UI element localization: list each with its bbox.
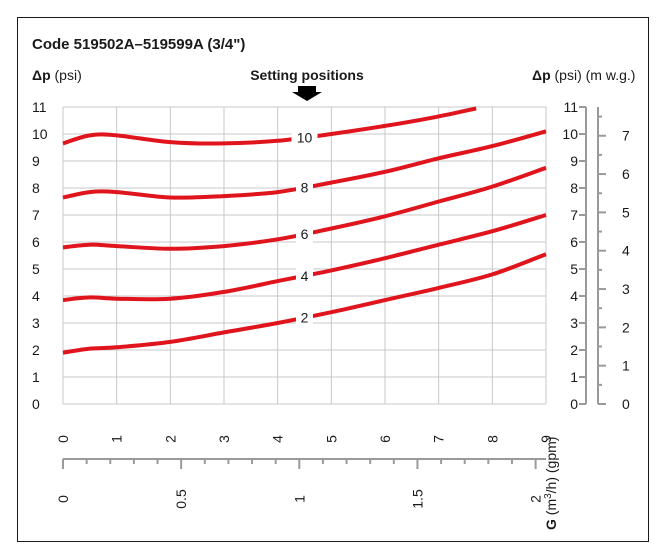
curve-label-bg (296, 223, 313, 244)
y-tick-label-psi-left: 10 (32, 126, 48, 142)
y-tick-label-psi-right: 2 (570, 342, 578, 358)
y-tick-label-mwg: 0 (622, 396, 630, 412)
x-tick-label-gpm: 3 (216, 435, 232, 443)
setting-positions-label: Setting positions (250, 67, 364, 83)
y-tick-label-psi-right: 1 (570, 369, 578, 385)
plot-background (63, 107, 546, 404)
y-tick-label-mwg: 1 (622, 358, 630, 374)
y-tick-label-mwg: 7 (622, 128, 630, 144)
curve-label-6: 6 (301, 226, 309, 242)
plot-area (63, 107, 546, 404)
y-tick-label-psi-left: 6 (32, 234, 40, 250)
curve-label-bg (296, 307, 313, 328)
y-tick-label-psi-right: 5 (570, 261, 578, 277)
x-tick-label-gpm: 9 (538, 435, 554, 443)
y-tick-label-mwg: 4 (622, 243, 630, 259)
curve-label-2: 2 (301, 310, 309, 326)
y-tick-label-psi-right: 10 (562, 126, 578, 142)
y-tick-label-psi-left: 7 (32, 207, 40, 223)
curve-label-bg (296, 265, 313, 286)
curves (62, 106, 547, 355)
curve-label-bg (296, 177, 313, 198)
x-tick-label-m3h: 1.5 (409, 489, 425, 509)
curve-setting-8 (62, 129, 547, 200)
x-tick-label-m3h: 0 (55, 495, 71, 503)
x-tick-label-m3h: 2 (528, 495, 544, 503)
setting-positions-arrow-icon (292, 86, 322, 101)
x-tick-label-gpm: 1 (109, 435, 125, 443)
y-tick-label-psi-right: 7 (570, 207, 578, 223)
left-axis-title: Δp (psi) (32, 67, 82, 83)
x-tick-label-m3h: 0.5 (173, 489, 189, 509)
x-tick-label-gpm: 4 (270, 435, 286, 443)
y-tick-label-psi-left: 8 (32, 180, 40, 196)
x-tick-label-gpm: 6 (377, 435, 393, 443)
y-tick-label-psi-left: 11 (32, 99, 47, 115)
x-tick-label-m3h: 1 (291, 495, 307, 503)
x-axis-title: G (m3/h) (gpm) (543, 437, 559, 530)
y-tick-label-psi-right: 3 (570, 315, 578, 331)
y-tick-label-psi-right: 6 (570, 234, 578, 250)
y-tick-label-psi-left: 4 (32, 288, 40, 304)
curve-setting-4 (62, 213, 547, 303)
x-tick-label-gpm: 7 (431, 435, 447, 443)
y-tick-label-mwg: 3 (622, 281, 630, 297)
chart-title: Code 519502A–519599A (3/4") (32, 36, 245, 53)
curve-label-10: 10 (297, 129, 313, 145)
right-axis-title: Δp (psi) (m w.g.) (532, 67, 635, 83)
y-tick-label-psi-right: 0 (570, 396, 578, 412)
y-tick-label-psi-left: 3 (32, 315, 40, 331)
y-tick-label-psi-left: 5 (32, 261, 40, 277)
y-tick-label-psi-right: 8 (570, 180, 578, 196)
x-tick-label-gpm: 8 (484, 435, 500, 443)
x-tick-label-gpm: 5 (323, 435, 339, 443)
y-tick-label-mwg: 2 (622, 319, 630, 335)
y-tick-label-psi-left: 2 (32, 342, 40, 358)
curve-setting-10 (62, 106, 477, 146)
y-tick-label-psi-left: 0 (32, 396, 40, 412)
x-tick-label-gpm: 0 (55, 435, 71, 443)
curve-setting-2 (62, 252, 547, 355)
curve-setting-6 (62, 165, 547, 251)
y-tick-label-psi-right: 11 (563, 99, 578, 115)
curve-label-8: 8 (301, 179, 309, 195)
y-tick-label-psi-right: 4 (570, 288, 578, 304)
x-tick-label-gpm: 2 (162, 435, 178, 443)
curve-labels: 2 4 6 8 10 (291, 127, 318, 328)
curve-label-4: 4 (301, 268, 309, 284)
y-tick-label-psi-left: 1 (32, 369, 40, 385)
y-tick-label-mwg: 6 (622, 166, 630, 182)
y-tick-label-psi-left: 9 (32, 153, 40, 169)
curve-label-bg (291, 127, 318, 148)
y-tick-label-mwg: 5 (622, 204, 630, 220)
y-tick-label-psi-right: 9 (570, 153, 578, 169)
